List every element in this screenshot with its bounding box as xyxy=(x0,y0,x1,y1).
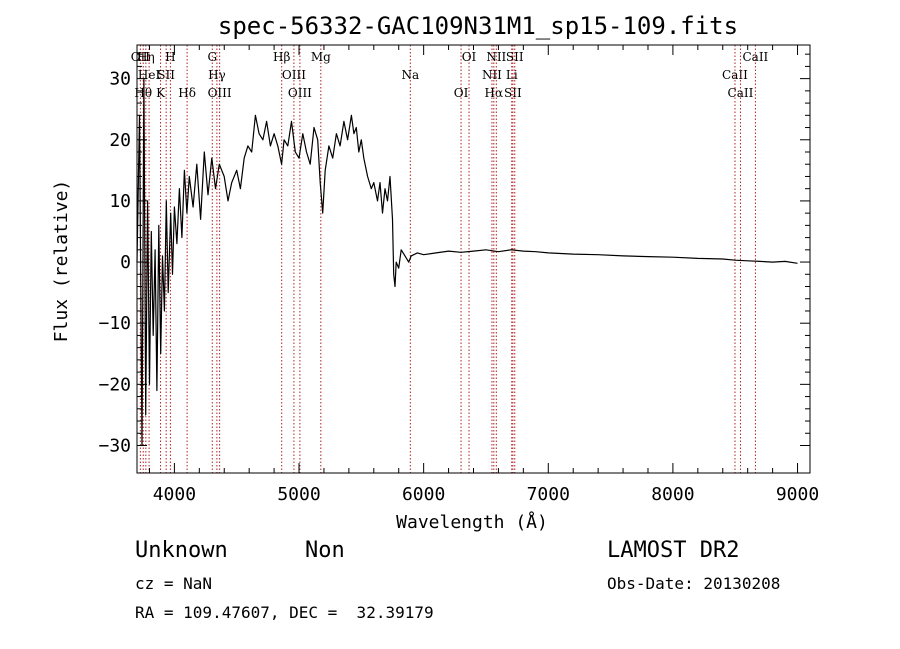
spectral-line-label: OIII xyxy=(208,86,232,100)
spectral-line-label: H xyxy=(165,50,175,64)
y-tick-label: −20 xyxy=(98,374,131,395)
spectral-line-label: OIII xyxy=(282,68,306,82)
y-axis: −30 −20 −10 0 10 20 30 xyxy=(98,53,810,456)
spectral-line-label: CaII xyxy=(722,68,748,82)
spectral-line-label: SII xyxy=(506,50,524,64)
x-tick-label: 7000 xyxy=(527,484,570,505)
survey-name: LAMOST DR2 xyxy=(607,538,740,563)
spectral-line-label: OI xyxy=(462,50,477,64)
x-tick-label: 5000 xyxy=(277,484,320,505)
spectral-line-label: K xyxy=(156,86,166,100)
spectral-line-label: CaII xyxy=(728,86,754,100)
y-axis-label: Flux (relative) xyxy=(51,180,72,343)
y-tick-label: −30 xyxy=(98,435,131,456)
object-class: Unknown xyxy=(135,538,228,563)
spectrum-series-line xyxy=(136,78,798,447)
spectral-line-label: Hα xyxy=(485,86,504,100)
spectral-line-label: SII xyxy=(504,86,522,100)
spectral-line-label: NII xyxy=(486,50,506,64)
spectral-line-label: Hδ xyxy=(178,86,196,100)
spectral-line-label: Mg xyxy=(311,50,331,64)
x-tick-label: 9000 xyxy=(776,484,819,505)
spectral-line-label: OIII xyxy=(288,86,312,100)
y-tick-label: 20 xyxy=(109,130,131,151)
spectral-line-label: G xyxy=(207,50,217,64)
coordinates: RA = 109.47607, DEC = 32.39179 xyxy=(135,603,434,622)
x-tick-label: 6000 xyxy=(402,484,445,505)
chart-title: spec-56332-GAC109N31M1_sp15-109.fits xyxy=(218,12,738,40)
y-tick-label: −10 xyxy=(98,313,131,334)
spectral-line-label: Hγ xyxy=(208,68,226,82)
spectral-line-markers: OIIHθHηHeIKSIIHHδGHγOIIIHβOIIIOIIIMgNaOI… xyxy=(131,45,769,473)
y-tick-label: 10 xyxy=(109,191,131,212)
spectral-line-label: Na xyxy=(401,68,419,82)
spectral-line-label: Hη xyxy=(137,50,155,64)
spectral-line-label: Hβ xyxy=(273,50,290,64)
spectral-line-label: OI xyxy=(454,86,469,100)
object-subclass: Non xyxy=(305,538,345,563)
spectral-line-label: Li xyxy=(506,68,518,82)
spectral-line-label: SII xyxy=(157,68,175,82)
redshift-value: cz = NaN xyxy=(135,574,213,593)
y-tick-label: 30 xyxy=(109,69,131,90)
y-tick-label: 0 xyxy=(120,252,131,273)
observation-date: Obs-Date: 20130208 xyxy=(607,574,781,593)
x-axis: 4000 5000 6000 7000 8000 9000 xyxy=(148,45,819,505)
x-tick-label: 8000 xyxy=(651,484,694,505)
spectral-line-label: NII xyxy=(482,68,502,82)
x-tick-label: 4000 xyxy=(153,484,196,505)
spectral-line-label: CaII xyxy=(742,50,768,64)
x-axis-label: Wavelength (Å) xyxy=(396,511,548,533)
